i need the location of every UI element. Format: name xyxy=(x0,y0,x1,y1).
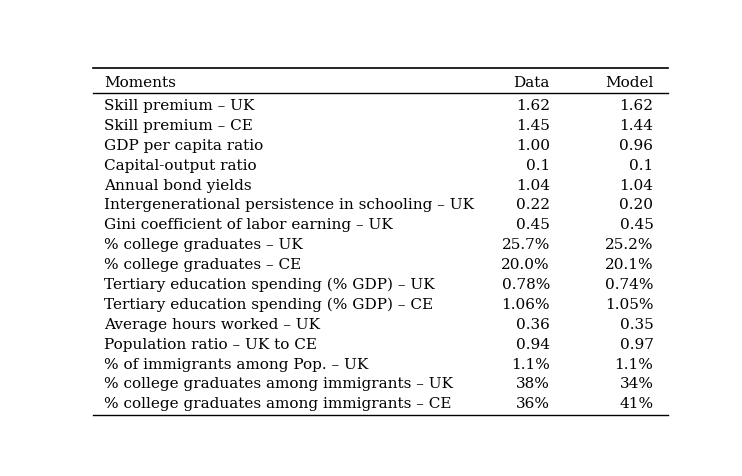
Text: 0.97: 0.97 xyxy=(620,337,654,352)
Text: Capital-output ratio: Capital-output ratio xyxy=(104,159,257,173)
Text: GDP per capita ratio: GDP per capita ratio xyxy=(104,139,263,153)
Text: Population ratio – UK to CE: Population ratio – UK to CE xyxy=(104,337,318,352)
Text: % college graduates – CE: % college graduates – CE xyxy=(104,258,301,272)
Text: % college graduates – UK: % college graduates – UK xyxy=(104,238,303,252)
Text: 41%: 41% xyxy=(620,397,654,411)
Text: 0.1: 0.1 xyxy=(629,159,654,173)
Text: 0.45: 0.45 xyxy=(620,218,654,232)
Text: Gini coefficient of labor earning – UK: Gini coefficient of labor earning – UK xyxy=(104,218,393,232)
Text: 36%: 36% xyxy=(516,397,550,411)
Text: 0.45: 0.45 xyxy=(516,218,550,232)
Text: Annual bond yields: Annual bond yields xyxy=(104,178,252,192)
Text: 0.74%: 0.74% xyxy=(605,278,654,292)
Text: Model: Model xyxy=(605,76,654,90)
Text: 25.2%: 25.2% xyxy=(605,238,654,252)
Text: 20.0%: 20.0% xyxy=(502,258,550,272)
Text: % college graduates among immigrants – CE: % college graduates among immigrants – C… xyxy=(104,397,452,411)
Text: 1.44: 1.44 xyxy=(620,119,654,133)
Text: Average hours worked – UK: Average hours worked – UK xyxy=(104,318,321,332)
Text: 0.20: 0.20 xyxy=(620,198,654,212)
Text: 1.04: 1.04 xyxy=(516,178,550,192)
Text: 25.7%: 25.7% xyxy=(502,238,550,252)
Text: 1.62: 1.62 xyxy=(516,99,550,113)
Text: Skill premium – UK: Skill premium – UK xyxy=(104,99,255,113)
Text: Tertiary education spending (% GDP) – CE: Tertiary education spending (% GDP) – CE xyxy=(104,298,433,312)
Text: 0.78%: 0.78% xyxy=(502,278,550,292)
Text: 1.1%: 1.1% xyxy=(614,357,654,372)
Text: 0.35: 0.35 xyxy=(620,318,654,332)
Text: % college graduates among immigrants – UK: % college graduates among immigrants – U… xyxy=(104,377,453,391)
Text: 0.1: 0.1 xyxy=(525,159,550,173)
Text: Moments: Moments xyxy=(104,76,176,90)
Text: 20.1%: 20.1% xyxy=(605,258,654,272)
Text: 1.00: 1.00 xyxy=(516,139,550,153)
Text: 1.1%: 1.1% xyxy=(511,357,550,372)
Text: % of immigrants among Pop. – UK: % of immigrants among Pop. – UK xyxy=(104,357,369,372)
Text: 1.45: 1.45 xyxy=(516,119,550,133)
Text: Skill premium – CE: Skill premium – CE xyxy=(104,119,253,133)
Text: 1.05%: 1.05% xyxy=(605,298,654,312)
Text: 0.36: 0.36 xyxy=(516,318,550,332)
Text: 0.22: 0.22 xyxy=(516,198,550,212)
Text: 1.62: 1.62 xyxy=(620,99,654,113)
Text: 1.06%: 1.06% xyxy=(502,298,550,312)
Text: 38%: 38% xyxy=(516,377,550,391)
Text: 0.96: 0.96 xyxy=(620,139,654,153)
Text: 0.94: 0.94 xyxy=(516,337,550,352)
Text: Tertiary education spending (% GDP) – UK: Tertiary education spending (% GDP) – UK xyxy=(104,278,435,292)
Text: Data: Data xyxy=(513,76,550,90)
Text: 1.04: 1.04 xyxy=(620,178,654,192)
Text: Intergenerational persistence in schooling – UK: Intergenerational persistence in schooli… xyxy=(104,198,474,212)
Text: 34%: 34% xyxy=(620,377,654,391)
